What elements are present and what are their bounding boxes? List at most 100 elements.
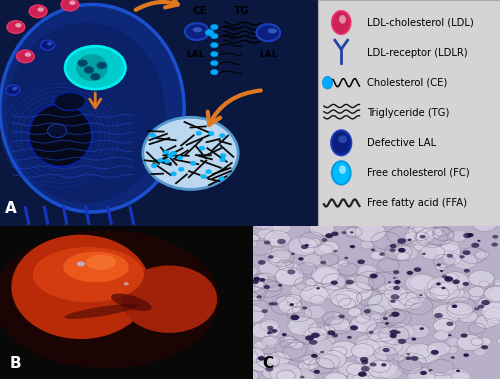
Circle shape <box>390 244 396 248</box>
Circle shape <box>301 244 308 249</box>
Circle shape <box>472 216 497 232</box>
Circle shape <box>389 315 392 317</box>
Circle shape <box>420 236 430 243</box>
Circle shape <box>452 291 470 301</box>
Circle shape <box>442 275 448 279</box>
Circle shape <box>259 260 287 277</box>
Circle shape <box>427 277 458 296</box>
Ellipse shape <box>28 104 92 167</box>
Circle shape <box>482 302 500 321</box>
Circle shape <box>422 253 426 255</box>
Circle shape <box>382 348 390 352</box>
Circle shape <box>258 274 268 280</box>
Circle shape <box>196 131 202 135</box>
Circle shape <box>288 237 318 255</box>
Circle shape <box>475 315 496 328</box>
Circle shape <box>478 305 484 309</box>
Circle shape <box>304 305 326 319</box>
Circle shape <box>270 364 302 379</box>
Circle shape <box>483 286 500 302</box>
Circle shape <box>406 271 413 275</box>
Circle shape <box>264 230 290 246</box>
Circle shape <box>252 322 280 340</box>
Circle shape <box>446 254 453 258</box>
Circle shape <box>368 294 399 313</box>
Circle shape <box>477 337 492 346</box>
Circle shape <box>330 288 362 308</box>
Ellipse shape <box>65 46 126 89</box>
Circle shape <box>314 370 320 374</box>
Circle shape <box>440 272 469 290</box>
Circle shape <box>334 250 337 252</box>
Circle shape <box>303 283 328 299</box>
Circle shape <box>428 342 450 356</box>
Circle shape <box>177 156 182 160</box>
Circle shape <box>345 276 354 282</box>
Circle shape <box>356 265 377 277</box>
Circle shape <box>267 332 272 334</box>
Circle shape <box>170 151 176 155</box>
Circle shape <box>164 150 169 154</box>
Circle shape <box>302 307 307 310</box>
Circle shape <box>468 287 485 297</box>
Circle shape <box>360 376 379 379</box>
Text: Cholesterol (CE): Cholesterol (CE) <box>367 78 447 88</box>
Circle shape <box>300 244 315 253</box>
Circle shape <box>258 356 265 361</box>
Circle shape <box>219 177 224 181</box>
Circle shape <box>476 251 488 259</box>
Circle shape <box>440 270 444 272</box>
Circle shape <box>433 283 464 302</box>
Circle shape <box>312 266 340 283</box>
Circle shape <box>468 270 494 286</box>
Circle shape <box>361 366 370 371</box>
Circle shape <box>460 334 468 338</box>
Circle shape <box>352 348 368 357</box>
Circle shape <box>391 312 400 317</box>
Circle shape <box>254 341 268 349</box>
Circle shape <box>452 279 460 284</box>
Circle shape <box>389 293 414 310</box>
Circle shape <box>371 274 376 278</box>
Circle shape <box>410 345 441 363</box>
Circle shape <box>441 240 459 252</box>
Circle shape <box>437 263 441 266</box>
Circle shape <box>259 278 266 282</box>
Circle shape <box>434 313 443 318</box>
Circle shape <box>264 240 270 244</box>
Circle shape <box>446 346 458 354</box>
Circle shape <box>471 243 480 248</box>
Circle shape <box>398 339 406 344</box>
Circle shape <box>414 232 428 241</box>
Circle shape <box>456 304 468 312</box>
Circle shape <box>406 291 426 304</box>
Circle shape <box>260 319 279 331</box>
Circle shape <box>368 360 397 378</box>
Text: LAL: LAL <box>259 50 278 59</box>
Circle shape <box>305 335 314 341</box>
Circle shape <box>252 279 259 284</box>
Circle shape <box>356 348 388 367</box>
Circle shape <box>368 331 374 334</box>
Circle shape <box>199 146 205 150</box>
Circle shape <box>272 221 291 233</box>
Circle shape <box>394 246 418 260</box>
Circle shape <box>152 164 157 168</box>
Circle shape <box>276 294 301 310</box>
Circle shape <box>406 343 432 359</box>
Circle shape <box>419 294 422 296</box>
Circle shape <box>408 222 435 239</box>
Circle shape <box>190 161 196 165</box>
Circle shape <box>460 255 465 258</box>
Circle shape <box>6 85 20 95</box>
Circle shape <box>370 327 399 346</box>
Circle shape <box>330 280 338 285</box>
Ellipse shape <box>33 247 144 302</box>
Ellipse shape <box>6 23 165 203</box>
Ellipse shape <box>192 27 202 32</box>
Circle shape <box>310 284 330 296</box>
Circle shape <box>333 312 345 319</box>
Text: LDL-cholesterol (LDL): LDL-cholesterol (LDL) <box>367 17 474 28</box>
Circle shape <box>398 248 406 252</box>
Circle shape <box>414 243 428 251</box>
